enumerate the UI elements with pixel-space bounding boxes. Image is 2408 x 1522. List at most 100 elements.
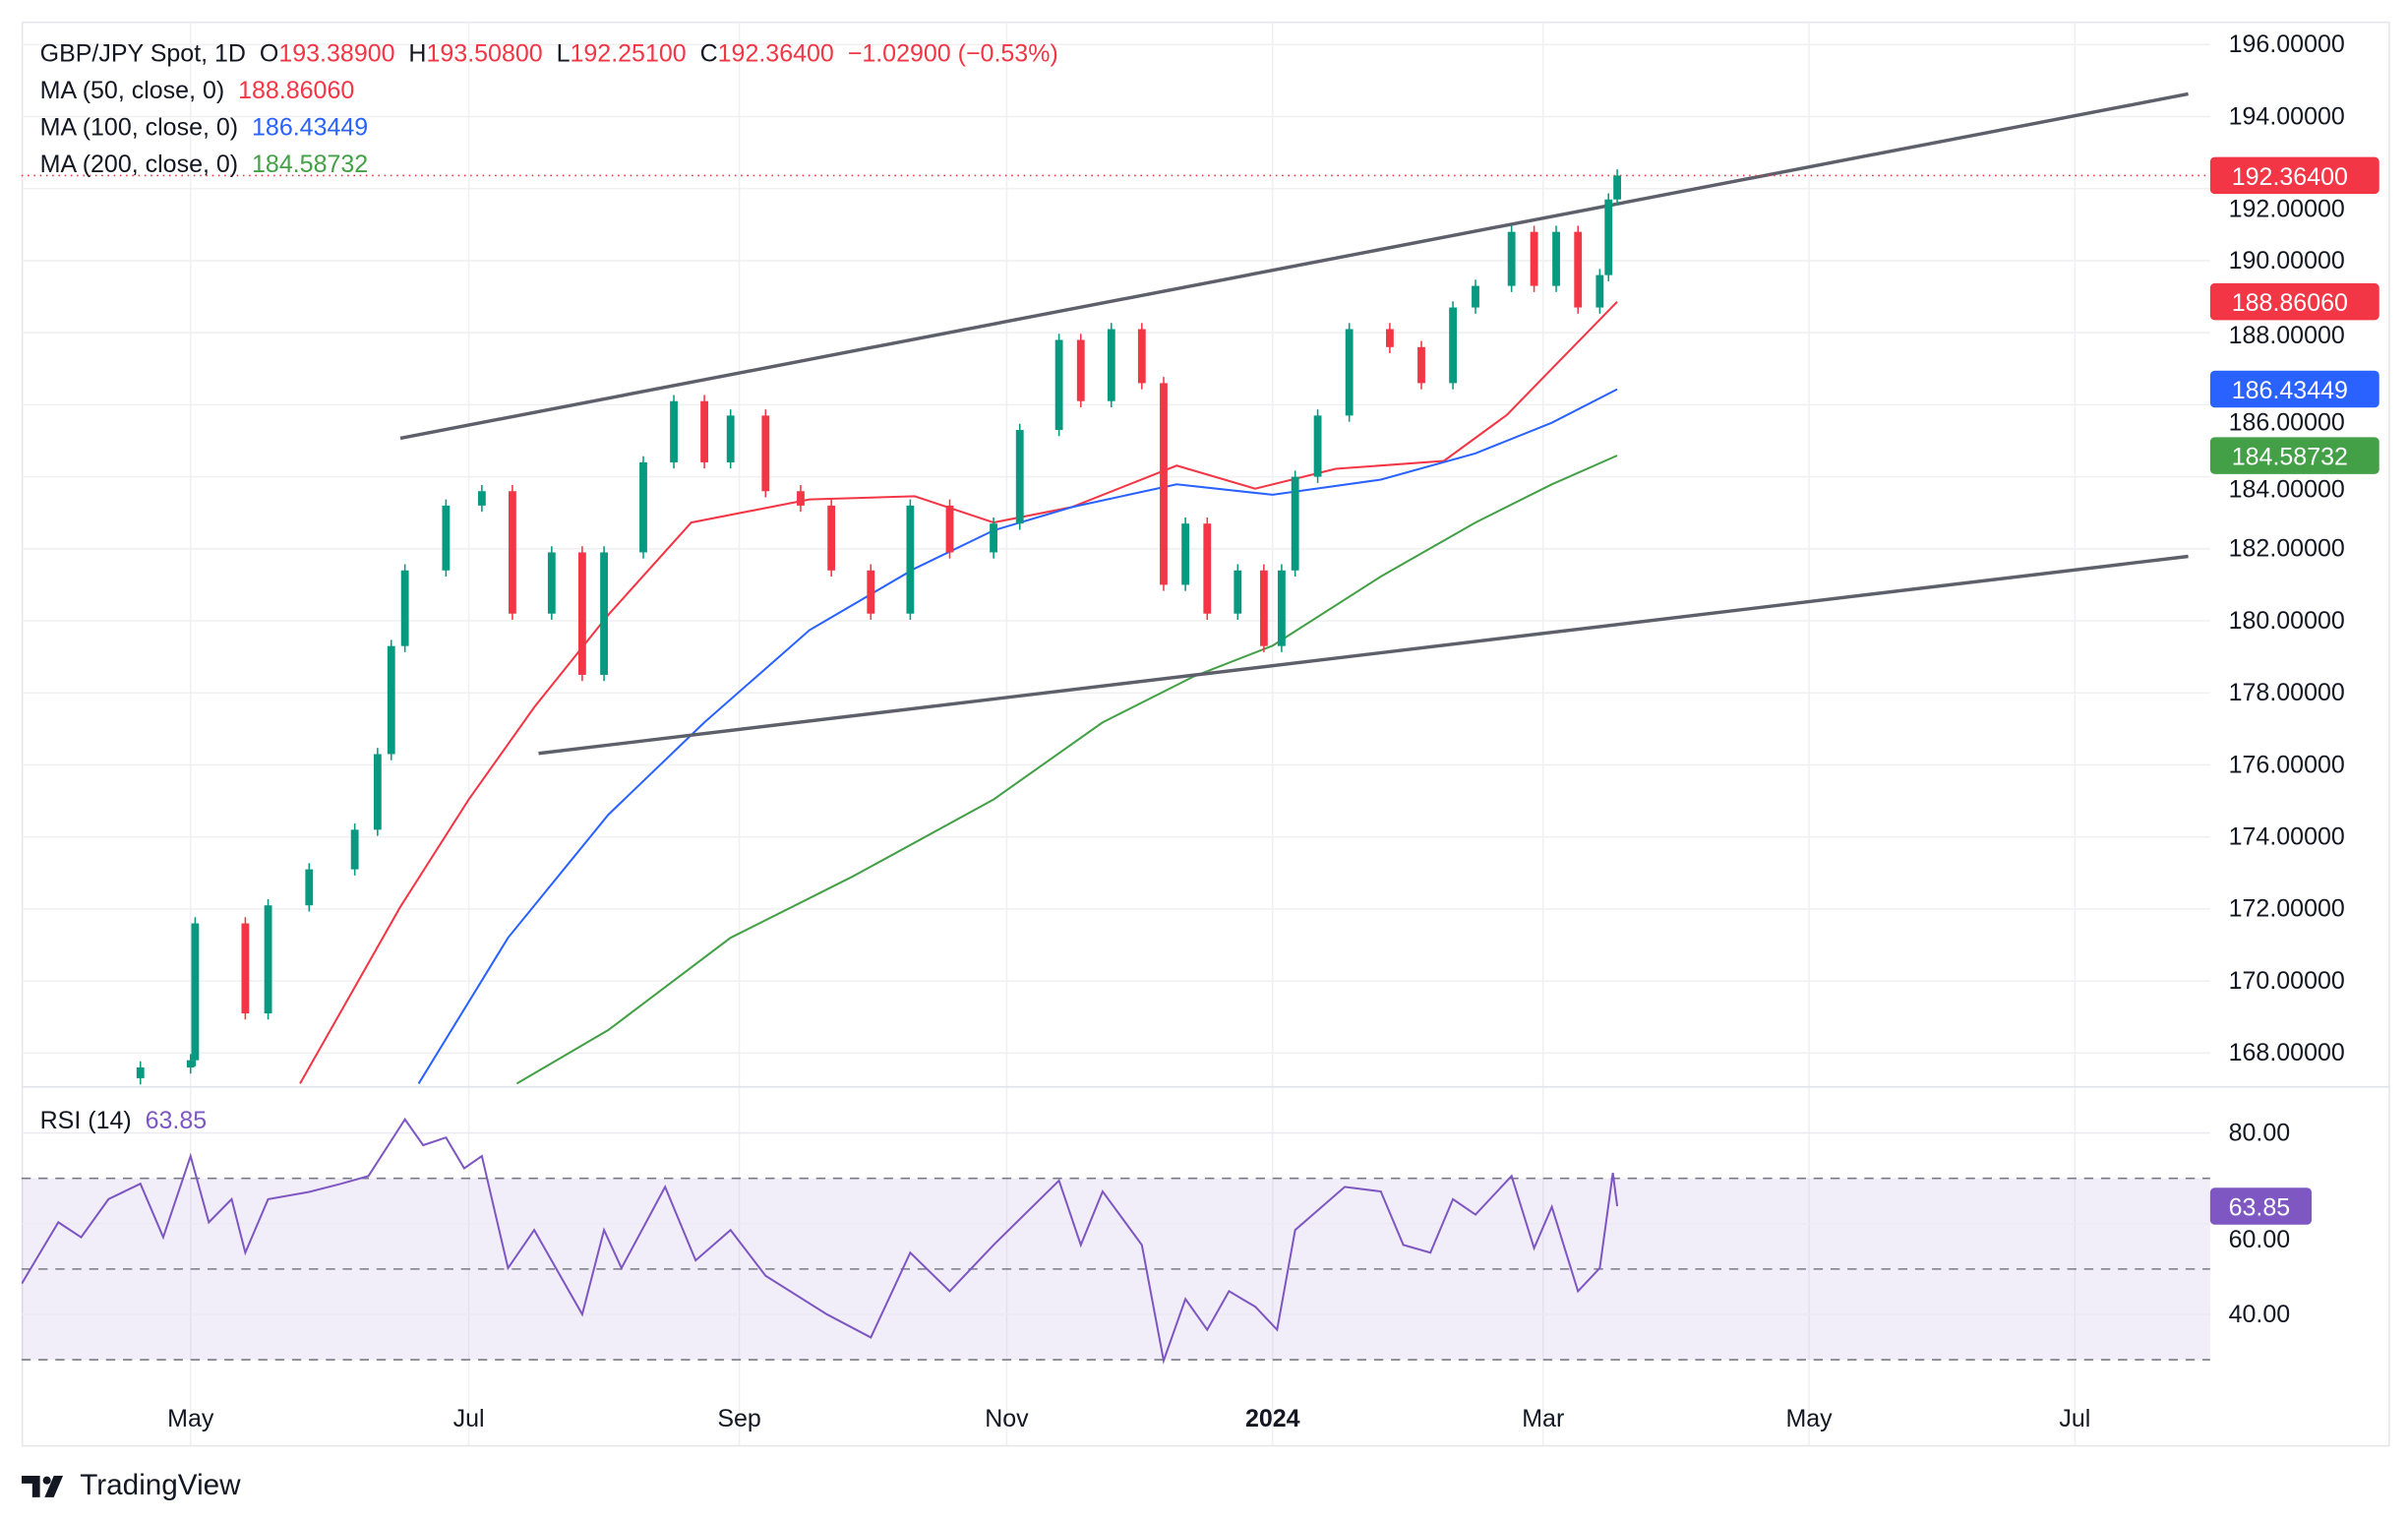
candle-body <box>1472 285 1479 308</box>
candle-body <box>700 400 708 462</box>
upper-channel-trendline <box>399 91 2189 441</box>
price-tag <box>2209 282 2379 321</box>
candle-body <box>945 505 954 553</box>
candle-body <box>1313 415 1322 477</box>
price-axis-label: 182.00000 <box>2229 535 2345 563</box>
ma50-legend[interactable]: MA (50, close, 0) 188.86060 <box>40 79 355 106</box>
lower-channel-trendline <box>538 554 2189 756</box>
candle-body <box>264 905 272 1014</box>
rsi-tag-label: 63.85 <box>2229 1193 2291 1221</box>
time-axis-label: Sep <box>717 1405 760 1432</box>
candle-body <box>1259 570 1268 646</box>
candle-body <box>477 491 486 506</box>
candle-body <box>1595 274 1604 308</box>
tradingview-logo[interactable]: TradingView <box>21 1469 241 1503</box>
price-plot <box>136 91 2189 1085</box>
time-axis-label: May <box>167 1405 214 1432</box>
symbol-legend[interactable]: GBP/JPY Spot, 1D O193.38900 H193.50800 L… <box>40 41 1058 69</box>
candle-body <box>1137 329 1146 384</box>
rsi-axis-label: 80.00 <box>2229 1119 2291 1146</box>
candle-body <box>400 570 409 646</box>
ma-line-ma100 <box>417 388 1618 1084</box>
candle-body <box>1386 329 1394 347</box>
time-axis-label: 2024 <box>1245 1405 1300 1432</box>
time-axis-label: Nov <box>985 1405 1029 1432</box>
ma50-value: 188.86060 <box>238 78 355 105</box>
ma100-legend[interactable]: MA (100, close, 0) 186.43449 <box>40 115 369 143</box>
candle-body <box>442 505 451 571</box>
candle-body <box>867 570 875 614</box>
candle-body <box>1015 430 1024 524</box>
candle-body <box>1107 329 1115 401</box>
candle-body <box>509 491 516 614</box>
open-value: 193.38900 <box>278 41 395 68</box>
price-axis-label: 184.00000 <box>2229 475 2345 503</box>
price-axis-label: 168.00000 <box>2229 1039 2345 1066</box>
candle-body <box>373 754 382 830</box>
candle-body <box>600 552 608 675</box>
chart-frame <box>21 21 2390 1447</box>
candle-body <box>726 415 735 462</box>
time-axis-label: Jul <box>453 1405 485 1432</box>
time-axis-label: May <box>1785 1405 1833 1432</box>
candle-body <box>350 829 359 870</box>
candle-body <box>547 552 556 614</box>
candle-body <box>1552 231 1560 286</box>
time-axis-label: Jul <box>2059 1405 2090 1432</box>
candle-body <box>305 869 314 906</box>
tradingview-logo-icon <box>21 1476 64 1497</box>
price-axis-label: 192.00000 <box>2229 196 2345 223</box>
price-axis-label: 196.00000 <box>2229 30 2345 58</box>
candle-body <box>577 552 586 675</box>
rsi-line <box>21 1117 1619 1365</box>
change-value: −1.02900 (−0.53%) <box>847 41 1058 68</box>
candle-body <box>639 461 647 553</box>
candle-body <box>761 415 770 492</box>
symbol-label: GBP/JPY Spot, 1D <box>39 41 246 68</box>
candle-body <box>1604 199 1613 275</box>
candle-body <box>827 505 836 571</box>
candle-body <box>1278 570 1286 646</box>
candle-body <box>241 923 250 1014</box>
price-tag-label: 188.86060 <box>2232 289 2348 317</box>
ma50-label: MA (50, close, 0) <box>39 78 225 105</box>
price-tag-label: 186.43449 <box>2232 377 2348 404</box>
close-label: C <box>699 41 718 68</box>
candle-body <box>1291 476 1299 571</box>
ma200-legend[interactable]: MA (200, close, 0) 184.58732 <box>40 152 369 180</box>
ma-line-ma200 <box>515 455 1618 1085</box>
open-label: O <box>259 41 279 68</box>
candle-body <box>1530 231 1538 286</box>
price-axis-label: 174.00000 <box>2229 822 2345 850</box>
ma200-value: 184.58732 <box>252 152 369 179</box>
price-tag <box>2209 437 2379 474</box>
rsi-axis-label: 60.00 <box>2229 1226 2291 1253</box>
candle-body <box>797 491 805 506</box>
candle-body <box>1417 346 1425 384</box>
candle-body <box>387 645 395 755</box>
tradingview-wordmark: TradingView <box>80 1469 241 1502</box>
price-tag <box>2209 156 2379 195</box>
rsi-axis-label: 40.00 <box>2229 1301 2291 1328</box>
candle-body <box>1613 175 1621 200</box>
candle-body <box>1345 329 1354 416</box>
price-axis-label: 176.00000 <box>2229 751 2345 778</box>
candle-body <box>670 400 678 462</box>
time-axis-label: Mar <box>1522 1405 1564 1432</box>
close-value: 192.36400 <box>717 41 834 68</box>
ma100-value: 186.43449 <box>252 115 369 142</box>
candle-body <box>191 923 200 1061</box>
candle-body <box>186 1060 195 1067</box>
candle-body <box>990 523 997 553</box>
candle-body <box>136 1066 145 1078</box>
price-axis-label: 180.00000 <box>2229 607 2345 635</box>
rsi-label: RSI (14) <box>39 1108 132 1135</box>
price-axis-label: 178.00000 <box>2229 679 2345 706</box>
low-label: L <box>556 41 571 68</box>
rsi-legend[interactable]: RSI (14) 63.85 <box>40 1109 208 1136</box>
low-value: 192.25100 <box>570 41 687 68</box>
rsi-tag <box>2209 1187 2312 1225</box>
price-axis-label: 194.00000 <box>2229 102 2345 130</box>
